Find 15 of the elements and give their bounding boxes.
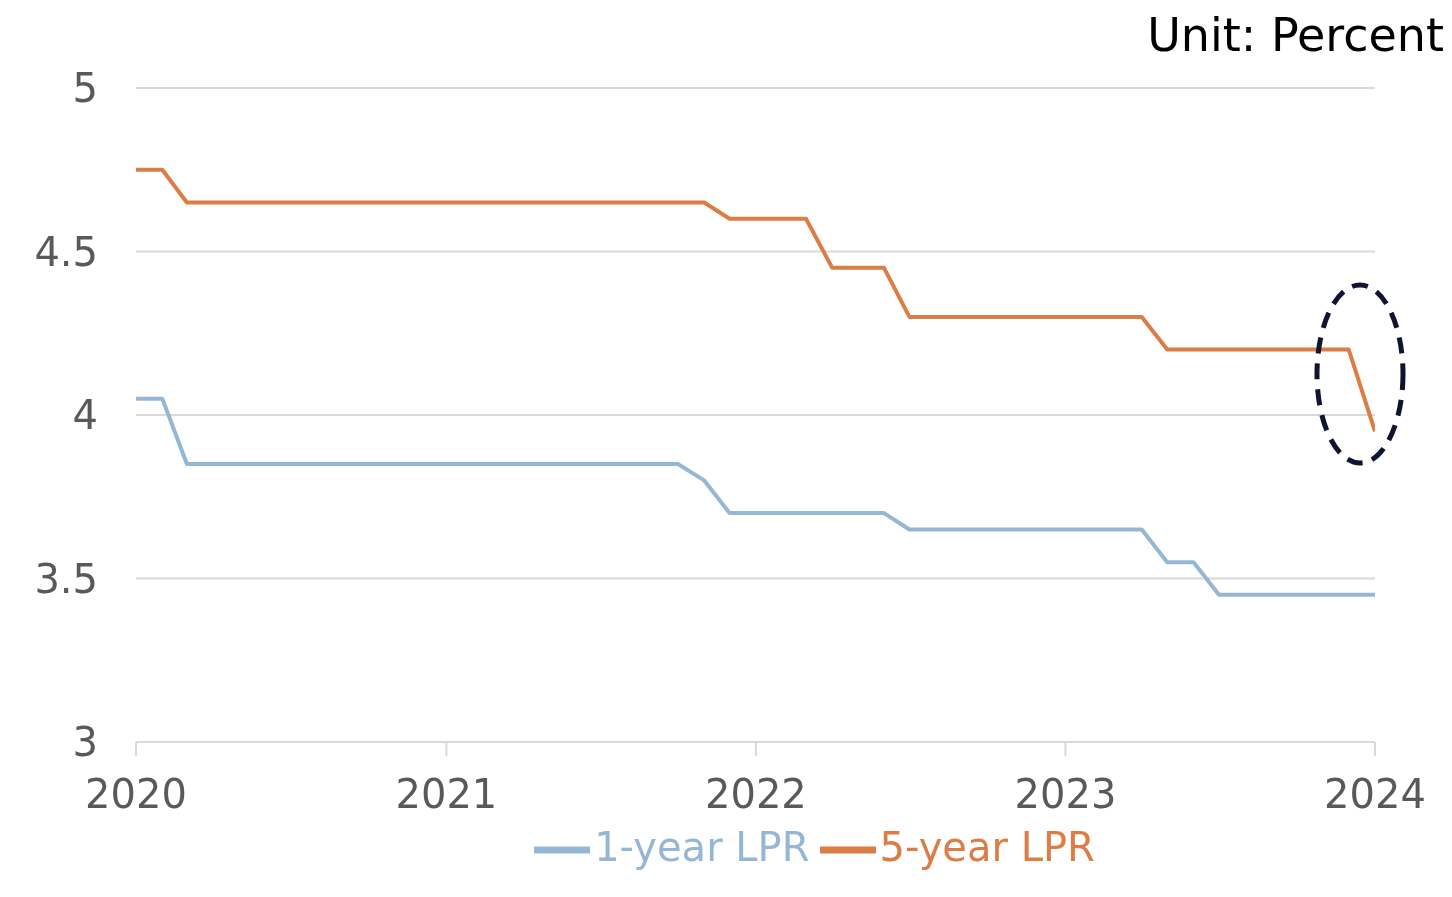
x-tick-label: 2020: [85, 771, 187, 818]
y-tick-label: 5: [72, 65, 98, 112]
x-tick-label: 2023: [1014, 771, 1117, 818]
line-series: [136, 396, 1375, 597]
y-tick-label: 4: [72, 392, 98, 439]
x-tick-label: 2024: [1324, 771, 1426, 818]
legend-label: 1-year LPR: [594, 824, 810, 870]
line-series: [136, 167, 1375, 434]
text: Unit: Percent: [1147, 8, 1444, 62]
x-tick-label: 2021: [395, 771, 498, 818]
y-tick-label: 3.5: [34, 555, 98, 602]
y-tick-label: 4.5: [34, 228, 98, 275]
y-tick-label: 3: [72, 719, 98, 766]
x-tick-label: 2022: [705, 771, 807, 818]
legend-label: 5-year LPR: [879, 824, 1095, 870]
